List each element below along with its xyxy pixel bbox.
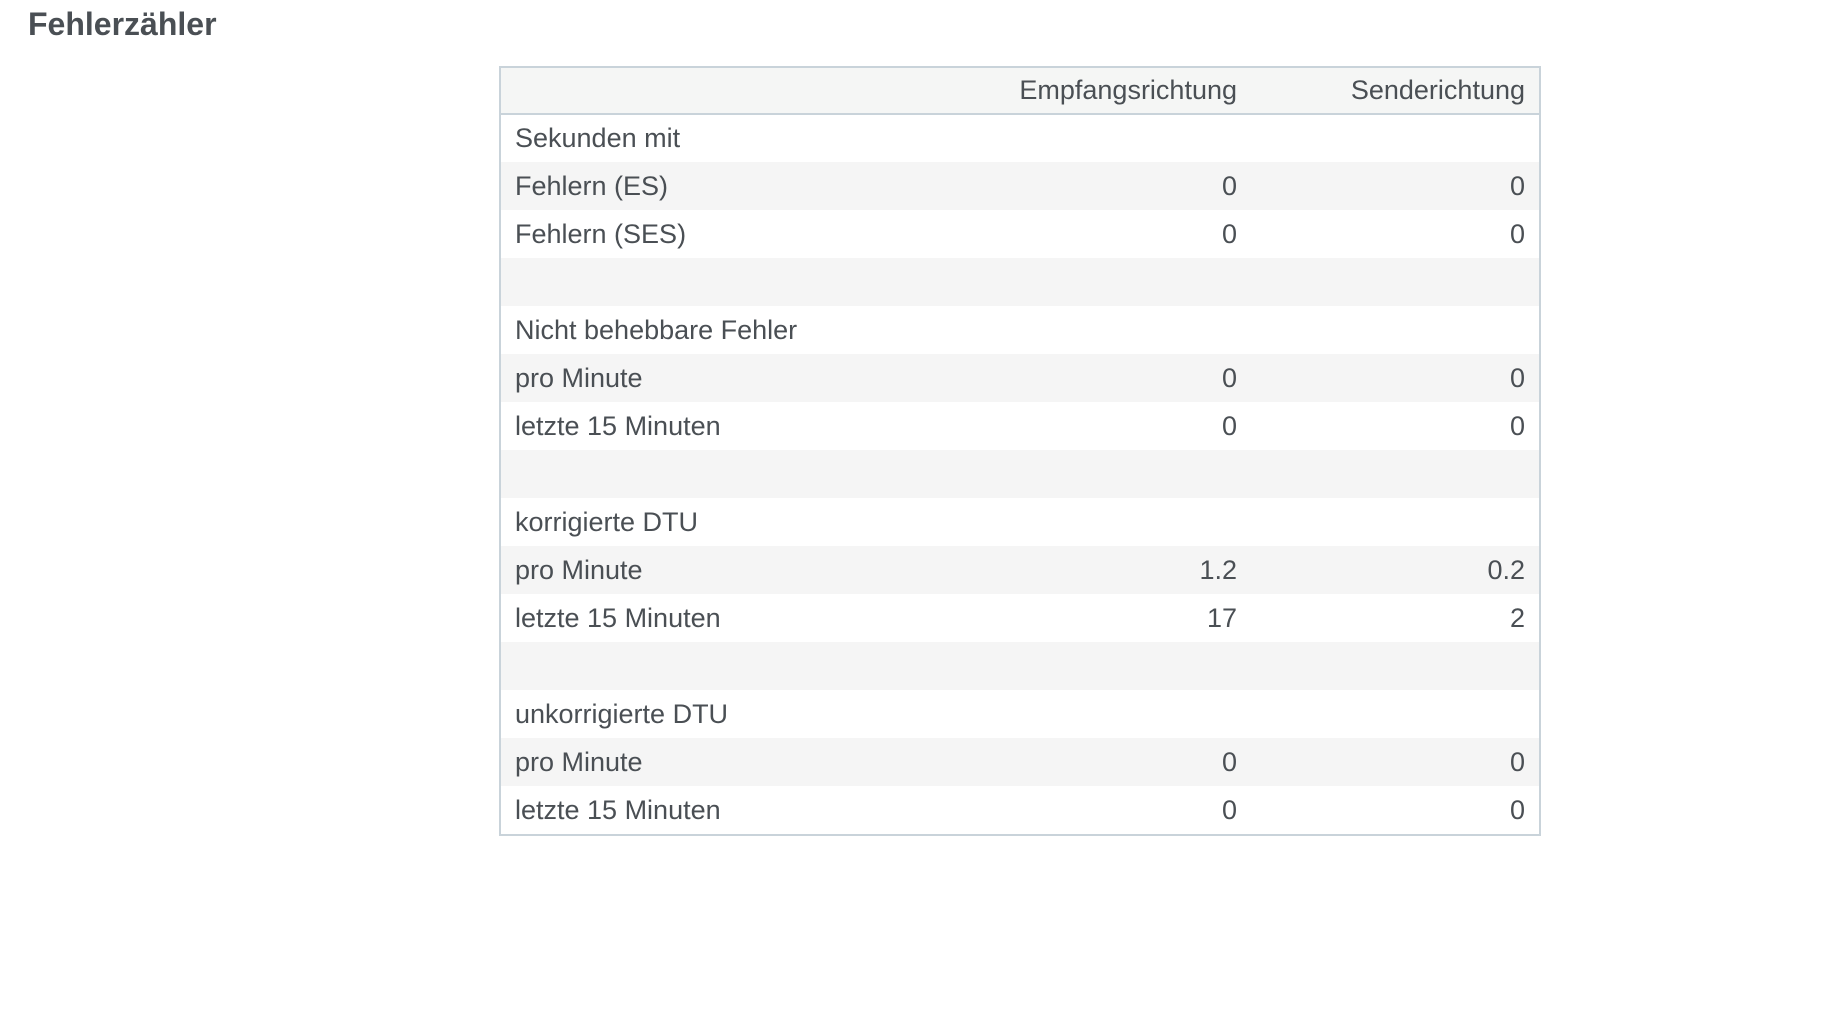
send-value: 0 [1509,746,1525,777]
row-label: Fehlern (ES) [515,170,669,201]
table-row: pro Minute 1.2 0.2 [501,546,1539,594]
send-value [1251,306,1539,354]
receive-value: 0 [1221,410,1237,441]
row-label: letzte 15 Minuten [515,602,721,633]
send-value [1251,642,1539,690]
table-body: Sekunden mit Fehlern (ES) 0 0 Fehlern (SES) 0… [501,114,1539,834]
table-row: letzte 15 Minuten 0 0 [501,786,1539,834]
send-value [1251,690,1539,738]
row-label: Fehlern (SES) [515,218,687,249]
send-value: 2 [1509,602,1525,633]
receive-value: 0 [1221,794,1237,825]
table-row: pro Minute 0 0 [501,354,1539,402]
send-value [1251,258,1539,306]
send-value: 0 [1509,170,1525,201]
row-label: pro Minute [515,746,643,777]
table-row: korrigierte DTU [501,498,1539,546]
table-row: letzte 15 Minuten 17 2 [501,594,1539,642]
receive-value: 0 [1221,362,1237,393]
row-label: pro Minute [515,362,643,393]
row-label [501,642,955,690]
send-value: 0 [1509,410,1525,441]
send-value [1251,114,1539,162]
table-row: Sekunden mit [501,114,1539,162]
receive-value [955,258,1251,306]
header-send-direction: Senderichtung [1350,75,1525,105]
table-row: pro Minute 0 0 [501,738,1539,786]
row-label: letzte 15 Minuten [515,794,721,825]
table-header: Empfangsrichtung Senderichtung [501,68,1539,114]
header-receive-direction: Empfangsrichtung [1019,75,1237,105]
receive-value [955,306,1251,354]
row-label [501,258,955,306]
receive-value: 0 [1221,746,1237,777]
spacer-row [501,642,1539,690]
row-label: korrigierte DTU [515,506,699,537]
send-value [1251,498,1539,546]
receive-value [955,114,1251,162]
spacer-row [501,258,1539,306]
table-row: Fehlern (SES) 0 0 [501,210,1539,258]
receive-value: 1.2 [1199,554,1237,585]
send-value: 0.2 [1487,554,1525,585]
receive-value [955,450,1251,498]
receive-value: 0 [1221,218,1237,249]
receive-value [955,690,1251,738]
header-label-column [501,68,955,114]
table-row: Nicht behebbare Fehler [501,306,1539,354]
row-label: pro Minute [515,554,643,585]
table-row: letzte 15 Minuten 0 0 [501,402,1539,450]
row-label: letzte 15 Minuten [515,410,721,441]
table-row: Fehlern (ES) 0 0 [501,162,1539,210]
send-value [1251,450,1539,498]
send-value: 0 [1509,218,1525,249]
send-value: 0 [1509,362,1525,393]
section-title: Fehlerzähler [28,6,217,42]
error-counter-table: Empfangsrichtung Senderichtung Sekunden … [499,66,1541,836]
send-value: 0 [1509,794,1525,825]
row-label: unkorrigierte DTU [515,698,729,729]
receive-value [955,642,1251,690]
table-row: unkorrigierte DTU [501,690,1539,738]
row-label [501,450,955,498]
receive-value: 0 [1221,170,1237,201]
row-label: Nicht behebbare Fehler [515,314,798,345]
receive-value: 17 [1206,602,1237,633]
header-row: Empfangsrichtung Senderichtung [501,68,1539,114]
row-label: Sekunden mit [515,123,681,153]
spacer-row [501,450,1539,498]
receive-value [955,498,1251,546]
